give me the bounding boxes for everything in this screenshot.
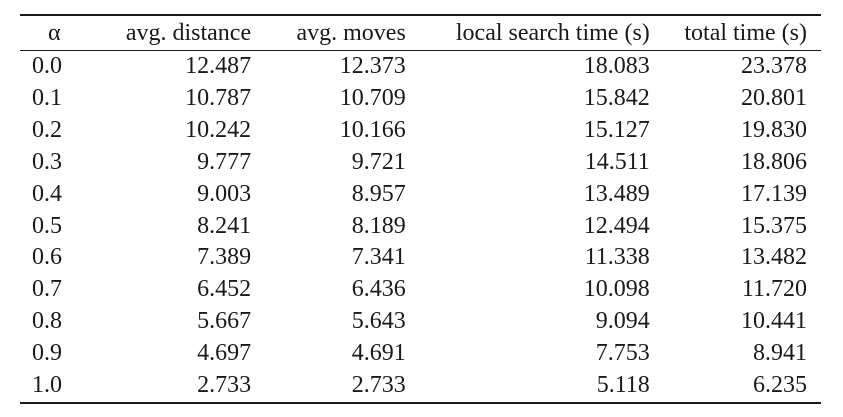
- cell-local-search-time: 13.489: [583, 180, 650, 207]
- header-alpha: α: [48, 20, 61, 46]
- cell-alpha: 0.5: [32, 212, 62, 239]
- cell-alpha: 0.4: [32, 180, 62, 207]
- cell-local-search-time: 14.511: [584, 148, 650, 175]
- cell-total-time: 8.941: [753, 340, 807, 367]
- cell-avg-moves: 9.721: [351, 148, 406, 175]
- cell-local-search-time: 18.083: [583, 53, 650, 79]
- cell-total-time: 23.378: [741, 53, 807, 79]
- cell-avg-moves: 6.436: [351, 276, 406, 303]
- cell-avg-distance: 9.003: [197, 180, 252, 207]
- cell-total-time: 13.482: [741, 244, 807, 271]
- cell-avg-moves: 5.643: [351, 308, 406, 335]
- cell-avg-distance: 5.667: [197, 308, 252, 335]
- cell-local-search-time: 7.753: [595, 340, 650, 367]
- cell-alpha: 0.2: [32, 116, 62, 143]
- cell-local-search-time: 15.127: [583, 116, 650, 143]
- table-row: 0.3 9.777 9.721 14.511 18.806: [20, 147, 821, 179]
- cell-avg-distance: 10.242: [185, 116, 252, 143]
- cell-avg-distance: 8.241: [197, 212, 252, 239]
- cell-total-time: 20.801: [741, 84, 807, 111]
- cell-avg-distance: 9.777: [197, 148, 252, 175]
- cell-local-search-time: 11.338: [584, 244, 650, 271]
- cell-total-time: 19.830: [741, 116, 807, 143]
- cell-avg-moves: 12.373: [339, 53, 406, 79]
- header-total-time: total time (s): [684, 20, 807, 46]
- cell-local-search-time: 12.494: [583, 212, 650, 239]
- cell-alpha: 0.1: [32, 84, 62, 111]
- cell-avg-moves: 10.709: [339, 84, 406, 111]
- cell-alpha: 0.8: [32, 308, 62, 335]
- cell-avg-moves: 4.691: [351, 340, 406, 367]
- table-row: 0.4 9.003 8.957 13.489 17.139: [20, 179, 821, 211]
- table-row: 0.7 6.452 6.436 10.098 11.720: [20, 274, 821, 306]
- cell-local-search-time: 5.118: [596, 372, 650, 399]
- cell-alpha: 0.7: [32, 276, 62, 303]
- cell-alpha: 0.3: [32, 148, 62, 175]
- table-row: 0.0 12.487 12.373 18.083 23.378: [20, 51, 821, 83]
- header-avg-distance: avg. distance: [125, 20, 252, 46]
- cell-total-time: 15.375: [741, 212, 807, 239]
- cell-avg-distance: 10.787: [185, 84, 252, 111]
- cell-alpha: 0.6: [32, 244, 62, 271]
- cell-avg-moves: 8.957: [351, 180, 406, 207]
- table-row: 0.9 4.697 4.691 7.753 8.941: [20, 338, 821, 370]
- cell-total-time: 17.139: [741, 180, 807, 207]
- cell-avg-distance: 7.389: [197, 244, 252, 271]
- cell-avg-moves: 7.341: [351, 244, 406, 271]
- cell-avg-distance: 12.487: [185, 53, 252, 79]
- table-row: 0.8 5.667 5.643 9.094 10.441: [20, 306, 821, 338]
- header-avg-moves: avg. moves: [296, 20, 406, 46]
- cell-avg-moves: 2.733: [351, 372, 406, 399]
- results-table-container: α avg. distance avg. moves local search …: [20, 14, 821, 404]
- cell-total-time: 10.441: [741, 308, 807, 335]
- results-table: α avg. distance avg. moves local search …: [20, 14, 821, 404]
- cell-local-search-time: 9.094: [595, 308, 650, 335]
- header-local-search-time: local search time (s): [455, 20, 650, 46]
- table-row: 0.5 8.241 8.189 12.494 15.375: [20, 211, 821, 243]
- table-body: 0.0 12.487 12.373 18.083 23.378 0.1 10.787 10.7…: [20, 51, 821, 403]
- cell-alpha: 1.0: [32, 372, 62, 399]
- cell-total-time: 18.806: [741, 148, 807, 175]
- cell-local-search-time: 10.098: [583, 276, 650, 303]
- table-header-row: α avg. distance avg. moves local search …: [20, 15, 821, 51]
- cell-alpha: 0.0: [32, 53, 62, 79]
- cell-total-time: 6.235: [753, 372, 807, 399]
- cell-alpha: 0.9: [32, 340, 62, 367]
- cell-avg-distance: 6.452: [197, 276, 252, 303]
- cell-total-time: 11.720: [741, 276, 807, 303]
- cell-avg-distance: 2.733: [197, 372, 252, 399]
- table-row: 0.2 10.242 10.166 15.127 19.830: [20, 115, 821, 147]
- cell-avg-distance: 4.697: [197, 340, 252, 367]
- table-row: 1.0 2.733 2.733 5.118 6.235: [20, 370, 821, 403]
- cell-local-search-time: 15.842: [583, 84, 650, 111]
- table-row: 0.1 10.787 10.709 15.842 20.801: [20, 83, 821, 115]
- cell-avg-moves: 8.189: [351, 212, 406, 239]
- cell-avg-moves: 10.166: [339, 116, 406, 143]
- table-row: 0.6 7.389 7.341 11.338 13.482: [20, 242, 821, 274]
